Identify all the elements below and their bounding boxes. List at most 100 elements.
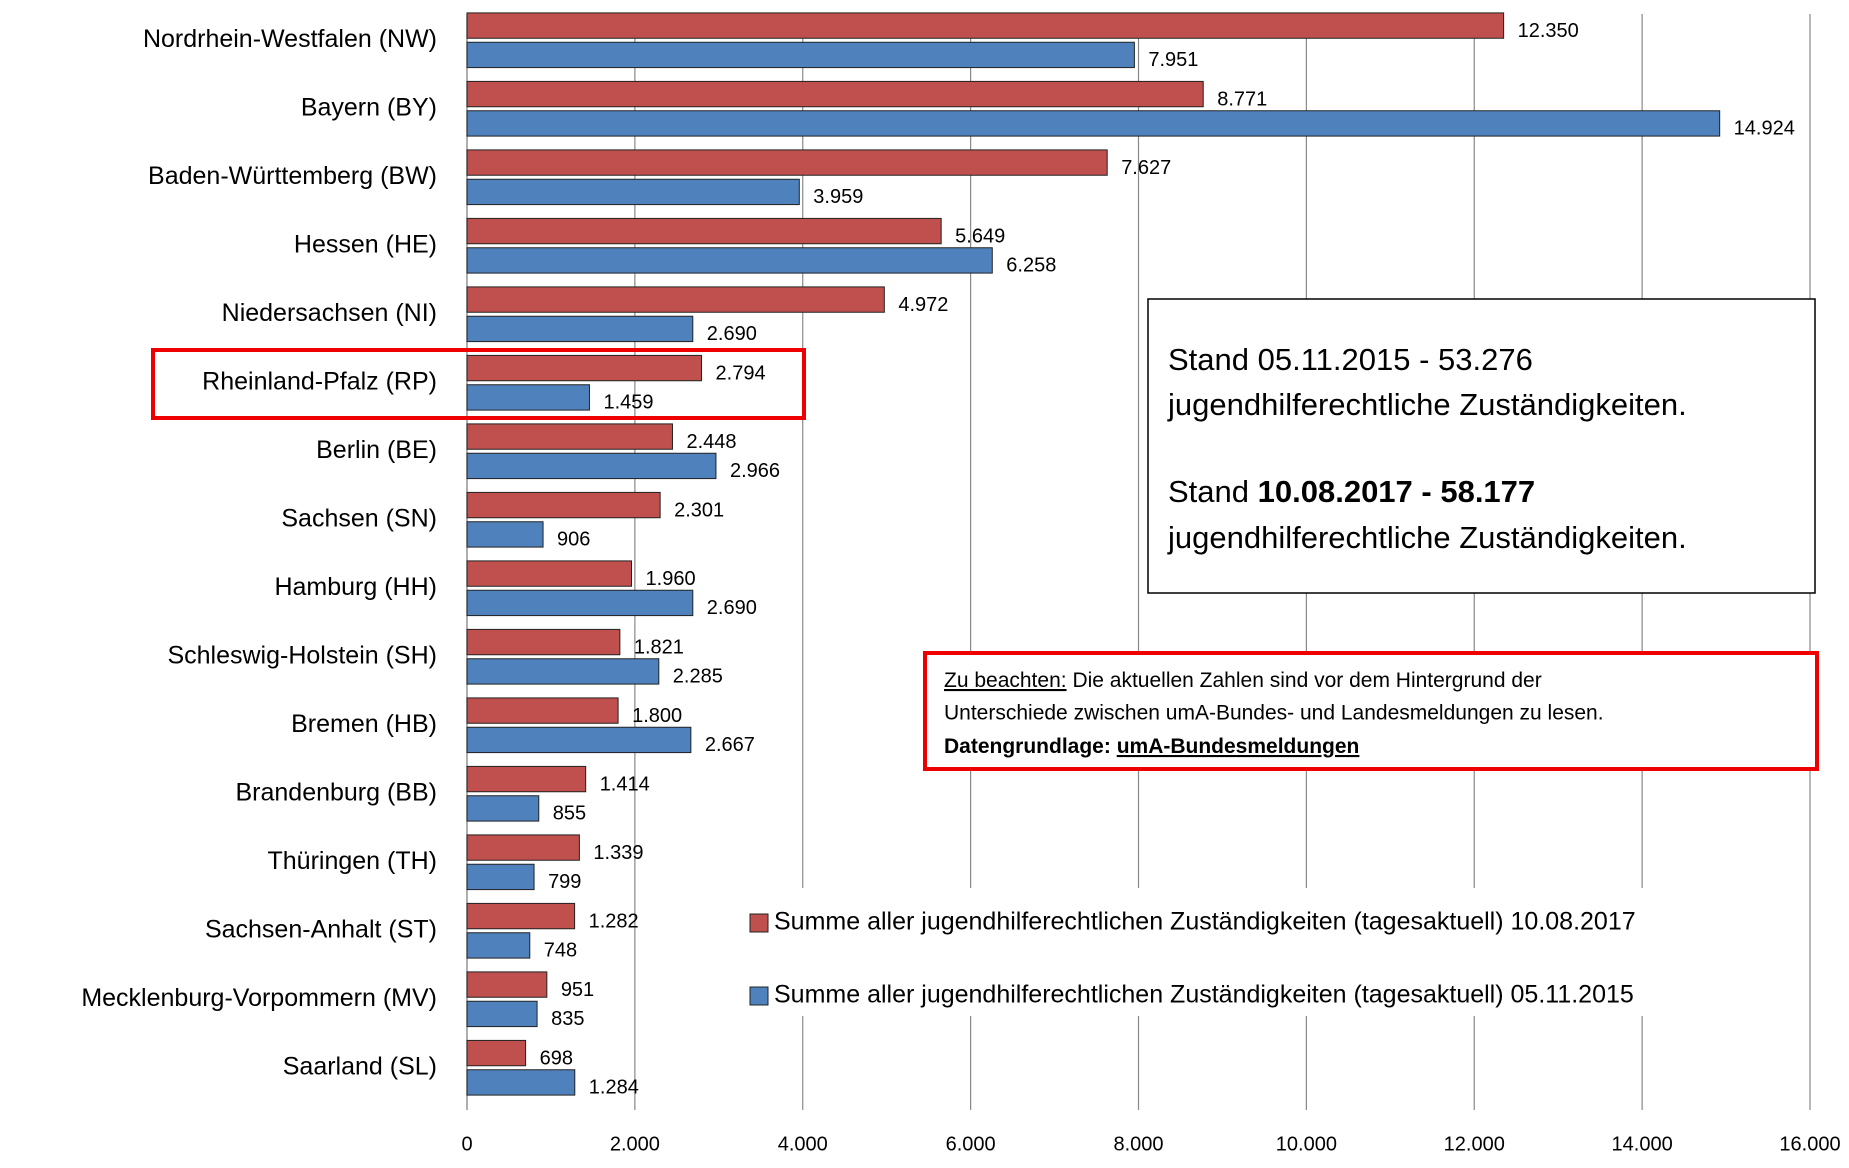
value-label: 698 [540,1047,573,1069]
highlight-box [151,348,806,420]
bar [466,1069,576,1096]
value-label: 7.951 [1148,49,1198,71]
value-label: 6.258 [1006,255,1056,277]
value-label: 1.284 [589,1077,639,1099]
value-label: 2.690 [707,597,757,619]
value-label: 3.959 [813,186,863,208]
value-label: 2.690 [707,323,757,345]
y-tick-label: Baden-Württemberg (BW) [148,162,437,190]
x-tick-label: 14.000 [1612,1133,1673,1155]
value-label: 5.649 [955,225,1005,247]
value-label: 8.771 [1217,88,1267,110]
note-label: Zu beachten: [944,669,1067,692]
legend-label: Summe aller jugendhilferechtlichen Zustä… [774,981,1634,1009]
legend-swatch [749,913,769,933]
value-label: 1.459 [603,392,653,414]
info-line: jugendhilferechtliche Zuständigkeiten. [1167,387,1687,422]
y-tick-label: Hessen (HE) [294,230,437,258]
value-label: 2.301 [674,499,724,521]
legend-swatch [749,986,769,1006]
info-box [1147,298,1816,594]
value-label: 951 [561,979,594,1001]
value-label: 1.821 [634,636,684,658]
value-label: 835 [551,1008,584,1030]
bar [466,384,590,411]
x-tick-label: 2.000 [610,1133,660,1155]
note-line: Zu beachten: Die aktuellen Zahlen sind v… [944,669,1542,692]
x-tick-label: 4.000 [778,1133,828,1155]
note-source-label: Datengrundlage: [944,735,1111,758]
bar [466,697,619,724]
value-label: 1.960 [646,568,696,590]
info-line: Stand 05.11.2015 - 53.276 [1168,342,1533,377]
bar [466,902,576,930]
note-box [923,651,1819,771]
value-label: 2.794 [716,362,766,384]
y-tick-label: Nordrhein-Westfalen (NW) [143,25,437,53]
bar [466,354,703,382]
bar [466,217,942,245]
value-label: 1.339 [593,842,643,864]
value-label: 1.800 [632,705,682,727]
y-tick-label: Sachsen-Anhalt (ST) [205,915,437,943]
value-label: 1.282 [589,910,639,932]
bar [466,247,993,274]
bar [466,932,531,959]
x-tick-label: 10.000 [1276,1133,1337,1155]
x-tick-label: 12.000 [1444,1133,1505,1155]
bar [466,834,580,861]
value-label: 906 [557,529,590,551]
bar [466,41,1135,69]
bar [466,149,1108,176]
y-tick-label: Brandenburg (BB) [235,778,437,806]
y-tick-label: Sachsen (SN) [281,504,437,532]
x-tick-label: 16.000 [1779,1133,1840,1155]
legend-bg [737,888,1799,1016]
info-line: jugendhilferechtliche Zuständigkeiten. [1167,520,1687,555]
bar [466,589,694,617]
bar [466,286,885,313]
bar [466,452,717,480]
y-tick-label: Mecklenburg-Vorpommern (MV) [81,984,437,1012]
note-source: umA-Bundesmeldungen [1117,735,1360,758]
x-tick-label: 8.000 [1113,1133,1163,1155]
bar [466,1000,538,1028]
info-prefix: Stand [1168,474,1249,509]
bar [466,658,660,685]
bar [466,726,692,754]
value-label: 2.966 [730,460,780,482]
x-tick-label: 6.000 [946,1133,996,1155]
bar [466,765,587,793]
bar [466,795,540,822]
bar [466,628,621,656]
y-tick-label: Hamburg (HH) [274,573,437,601]
info-line: Stand 10.08.2017 - 58.177 [1168,474,1535,509]
value-label: 1.414 [600,773,650,795]
value-label: 7.627 [1121,157,1171,179]
value-label: 2.667 [705,734,755,756]
bar [466,423,673,450]
y-tick-label: Bayern (BY) [301,93,437,121]
legend: Summe aller jugendhilferechtlichen Zustä… [749,908,1636,1009]
bar [466,560,633,587]
value-label: 2.448 [686,431,736,453]
value-label: 748 [544,940,577,962]
value-label: 4.972 [898,294,948,316]
y-tick-label: Rheinland-Pfalz (RP) [202,367,437,395]
value-label: 799 [548,871,581,893]
bar [466,110,1721,137]
value-label: 855 [553,803,586,825]
bar [466,315,694,343]
value-label: 14.924 [1734,118,1795,140]
info-bold: 10.08.2017 - 58.177 [1258,474,1536,509]
bar [466,12,1505,39]
y-tick-label: Saarland (SL) [283,1052,437,1080]
bar [466,1039,527,1067]
value-label: 2.285 [673,666,723,688]
note-line: Unterschiede zwischen umA-Bundes- und La… [944,702,1604,725]
bar [466,178,800,206]
y-tick-label: Berlin (BE) [316,436,437,464]
note-line: Datengrundlage: umA-Bundesmeldungen [944,735,1359,758]
y-tick-label: Niedersachsen (NI) [222,299,437,327]
